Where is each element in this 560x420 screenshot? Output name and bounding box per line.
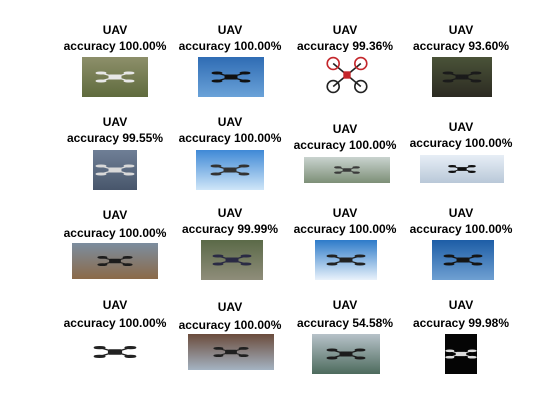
red-quadcopter-photo [324, 52, 370, 98]
tile-title: UAV [102, 23, 128, 37]
tile-title: UAV [332, 23, 358, 37]
tile-accuracy: accuracy 100.00% [178, 39, 282, 53]
tile-title: UAV [102, 115, 128, 129]
tile-accuracy: accuracy 99.99% [181, 222, 279, 236]
tile-title: UAV [332, 206, 358, 220]
tile-title: UAV [448, 120, 474, 134]
tile-accuracy: accuracy 99.36% [296, 39, 394, 53]
tile-title: UAV [217, 206, 243, 220]
drone-stage-photo [315, 240, 377, 280]
tile-accuracy: accuracy 99.55% [66, 131, 164, 145]
tile-accuracy: accuracy 100.00% [63, 39, 167, 53]
tile-title: UAV [448, 23, 474, 37]
tile-title: UAV [448, 298, 474, 312]
drone-over-landscape-photo [201, 240, 263, 280]
tile-accuracy: accuracy 100.00% [409, 136, 513, 150]
white-quadcopter-photo [420, 155, 504, 183]
tile-accuracy: accuracy 93.60% [412, 39, 510, 53]
tile-accuracy: accuracy 100.00% [293, 222, 397, 236]
tile-title: UAV [448, 206, 474, 220]
drone-night-photo [445, 334, 477, 374]
tile-title: UAV [332, 122, 358, 136]
tile-title: UAV [102, 298, 128, 312]
tile-accuracy: accuracy 100.00% [63, 226, 167, 240]
tile-accuracy: accuracy 100.00% [409, 222, 513, 236]
tile-accuracy: accuracy 100.00% [178, 131, 282, 145]
drone-in-hand-photo [93, 150, 137, 190]
tile-accuracy: accuracy 100.00% [293, 138, 397, 152]
drone-over-coast-photo [312, 334, 380, 374]
tile-title: UAV [102, 208, 128, 222]
drone-in-clouds-photo [196, 150, 264, 190]
heavy-drone-sky-photo [432, 240, 494, 280]
octocopter-sky-photo [198, 57, 264, 97]
tile-title: UAV [217, 300, 243, 314]
tile-title: UAV [217, 23, 243, 37]
tile-title: UAV [332, 298, 358, 312]
cinema-drone-photo [72, 243, 158, 279]
drone-camera-crowd-photo [188, 334, 274, 370]
tile-accuracy: accuracy 100.00% [178, 318, 282, 332]
foldable-drone-photo [304, 157, 390, 183]
tile-accuracy: accuracy 99.98% [412, 316, 510, 330]
drone-on-ground-photo [82, 57, 148, 97]
tile-accuracy: accuracy 100.00% [63, 316, 167, 330]
drone-over-grass-photo [432, 57, 492, 97]
tile-title: UAV [217, 115, 243, 129]
white-drone-cutout-photo [75, 330, 155, 374]
tile-accuracy: accuracy 54.58% [296, 316, 394, 330]
